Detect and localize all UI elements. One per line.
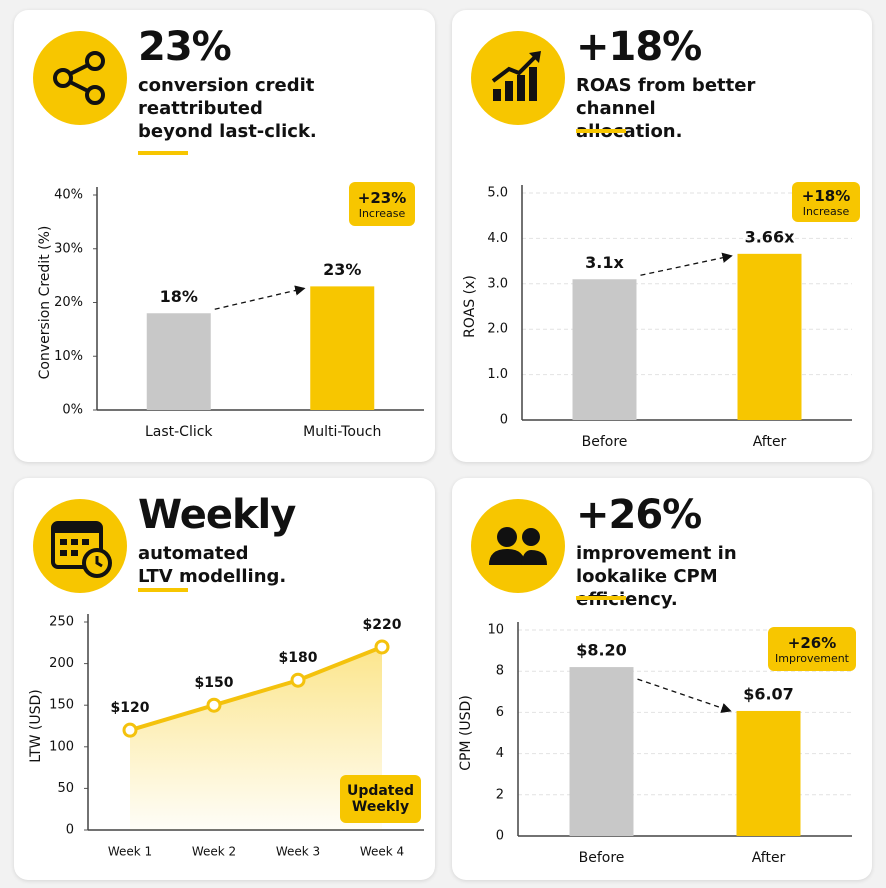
- point: [122, 722, 138, 738]
- badge-text: Increase: [802, 204, 850, 218]
- card: +26% improvement in lookalike CPM effici…: [452, 478, 872, 880]
- bar: [737, 253, 802, 420]
- y-axis-label: LTW (USD): [28, 689, 44, 763]
- y-tick-label: 30%: [54, 241, 83, 256]
- y-tick-label: 50: [57, 781, 74, 796]
- y-tick-label: 40%: [54, 188, 83, 203]
- description: conversion credit reattributed beyond la…: [138, 75, 317, 142]
- x-tick-label: Week 4: [360, 845, 404, 859]
- underline: [576, 129, 626, 133]
- description: ROAS from better channel allocation.: [576, 75, 756, 142]
- y-tick-label: 2: [496, 787, 504, 802]
- underline: [138, 151, 188, 155]
- y-axis-label: CPM (USD): [458, 695, 474, 771]
- bar: [572, 279, 637, 420]
- value-label: 3.66x: [745, 227, 795, 246]
- x-tick-label: After: [752, 850, 786, 866]
- underline: [138, 588, 188, 592]
- y-tick-label: 0%: [62, 403, 83, 418]
- value-label: $150: [195, 675, 234, 691]
- value-label: 23%: [323, 260, 361, 279]
- badge-text: Updated Weekly: [346, 783, 415, 815]
- point: [206, 697, 222, 713]
- y-tick-label: 10: [487, 623, 504, 638]
- calendar-icon: [33, 499, 127, 593]
- value-label: $8.20: [576, 641, 627, 660]
- description: improvement in lookalike CPM efficiency.: [576, 543, 737, 610]
- bar: [736, 710, 801, 836]
- y-tick-label: 10%: [54, 349, 83, 364]
- headline: +26%: [576, 492, 702, 538]
- badge-text: +18%: [801, 186, 851, 205]
- x-tick-label: Before: [582, 434, 628, 450]
- y-tick-label: 0: [66, 823, 74, 838]
- chart: 0 50 100 150 200 250 LTW (USD) Week 1 Week 2 Week…: [28, 614, 424, 859]
- badge-text: Increase: [358, 206, 406, 220]
- card: 23% conversion credit reattributed beyon…: [14, 10, 435, 462]
- x-tick-label: Week 1: [108, 845, 152, 859]
- value-label: $120: [111, 700, 150, 716]
- y-tick-label: 20%: [54, 295, 83, 310]
- y-tick-label: 2.0: [487, 322, 508, 337]
- value-label: 18%: [160, 287, 198, 306]
- point: [374, 639, 390, 655]
- area: [130, 646, 382, 830]
- y-tick-label: 100: [49, 739, 74, 754]
- bar: [569, 667, 634, 836]
- x-tick-label: After: [753, 434, 787, 450]
- y-axis-label: ROAS (x): [462, 275, 478, 338]
- share-icon: [33, 31, 127, 125]
- badge-text: +23%: [357, 188, 407, 207]
- value-label: 3.1x: [585, 253, 624, 272]
- badge: +26% Improvement: [768, 627, 856, 671]
- y-tick-label: 3.0: [487, 276, 508, 291]
- chart: 0 2 4 6 8 10 CPM (USD) Before After $8.20 $6.07: [458, 622, 852, 866]
- badge: +18% Increase: [792, 182, 860, 222]
- description: automated LTV modelling.: [138, 543, 287, 587]
- growth-icon: [471, 31, 565, 125]
- y-tick-label: 8: [496, 664, 504, 679]
- badge: Updated Weekly: [340, 775, 421, 823]
- chart: 0 1.0 2.0 3.0 4.0 5.0 ROAS (x) Before After 3.1x 3…: [462, 185, 852, 450]
- chart: 0% 10% 20% 30% 40% Conversion Credit (%) Last-…: [37, 187, 424, 440]
- y-tick-label: 150: [49, 698, 74, 713]
- x-tick-label: Week 3: [276, 845, 320, 859]
- y-tick-label: 1.0: [487, 367, 508, 382]
- value-label: $180: [279, 650, 318, 666]
- people-icon: [471, 499, 565, 593]
- x-tick-label: Week 2: [192, 845, 236, 859]
- card: +18% ROAS from better channel allocation…: [452, 10, 872, 462]
- change-arrow: [640, 252, 733, 276]
- y-tick-label: 5.0: [487, 186, 508, 201]
- x-tick-label: Before: [579, 850, 625, 866]
- bar: [310, 286, 375, 410]
- headline: +18%: [576, 24, 702, 70]
- y-axis-label: Conversion Credit (%): [37, 226, 53, 380]
- headline: Weekly: [138, 492, 296, 538]
- bar: [146, 313, 211, 410]
- headline: 23%: [138, 24, 232, 70]
- y-tick-label: 0: [500, 413, 508, 428]
- x-tick-label: Last-Click: [145, 424, 213, 440]
- y-tick-label: 4.0: [487, 231, 508, 246]
- underline: [576, 596, 626, 600]
- value-label: $220: [363, 617, 402, 633]
- card: Weekly automated LTV modelling. 0 50 100 15…: [14, 478, 435, 880]
- y-tick-label: 200: [49, 656, 74, 671]
- x-tick-label: Multi-Touch: [303, 424, 381, 440]
- badge-text: Improvement: [775, 651, 849, 665]
- change-arrow: [214, 285, 306, 310]
- badge: +23% Increase: [349, 182, 415, 226]
- value-label: $6.07: [743, 684, 794, 703]
- y-tick-label: 250: [49, 615, 74, 630]
- badge-text: +26%: [787, 633, 837, 652]
- line: [129, 645, 383, 733]
- y-tick-label: 4: [496, 746, 504, 761]
- y-tick-label: 6: [496, 705, 504, 720]
- change-arrow: [637, 678, 732, 713]
- y-tick-label: 0: [496, 829, 504, 844]
- point: [290, 672, 306, 688]
